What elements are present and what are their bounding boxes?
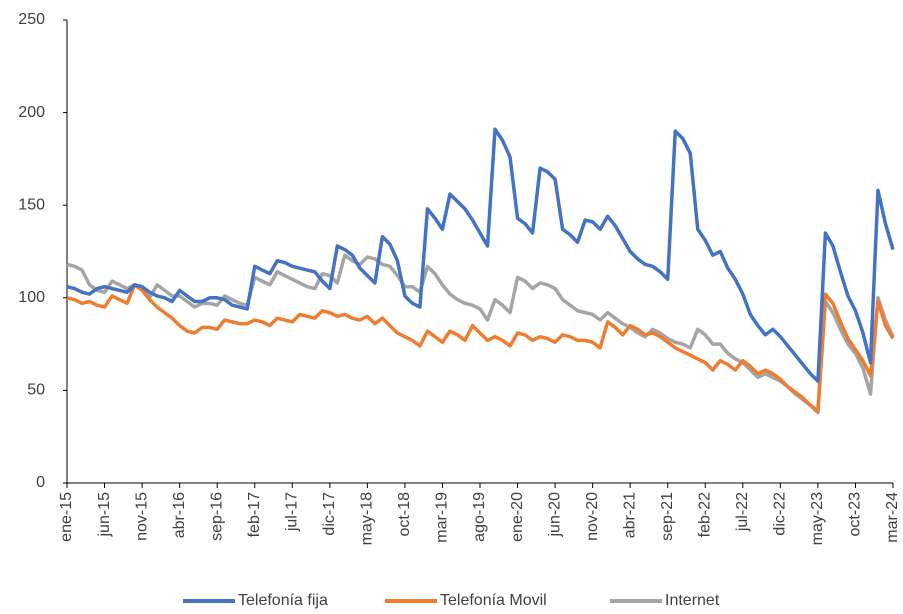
x-tick-label: abr-21 <box>621 492 638 538</box>
x-tick-label: jul-22 <box>734 492 751 532</box>
x-tick-label: mar-24 <box>884 492 901 543</box>
x-tick-label: mar-19 <box>434 492 451 543</box>
y-tick-label: 250 <box>18 11 45 28</box>
y-tick-label: 150 <box>18 196 45 213</box>
x-tick-label: ene-20 <box>509 492 526 542</box>
x-tick-label: may-23 <box>809 492 826 545</box>
x-tick-label: dic-22 <box>772 492 789 536</box>
legend-label: Telefonía Movil <box>440 592 547 609</box>
x-tick-label: oct-23 <box>847 492 864 537</box>
y-tick-label: 0 <box>36 474 45 491</box>
series-line <box>66 283 895 413</box>
series-line <box>66 127 895 383</box>
x-tick-label: jun-15 <box>96 492 113 538</box>
x-tick-label: abr-16 <box>171 492 188 538</box>
x-tick-label: nov-15 <box>133 492 150 541</box>
legend-label: Internet <box>665 592 720 609</box>
x-tick-label: ene-15 <box>58 492 75 542</box>
y-tick-label: 50 <box>27 382 45 399</box>
x-tick-label: feb-17 <box>246 492 263 537</box>
x-tick-label: nov-20 <box>584 492 601 541</box>
x-tick-label: may-18 <box>359 492 376 545</box>
x-tick-label: jun-20 <box>546 492 563 538</box>
x-tick-label: sep-21 <box>659 492 676 541</box>
x-tick-label: oct-18 <box>396 492 413 537</box>
x-tick-label: jul-17 <box>283 492 300 532</box>
y-tick-label: 100 <box>18 289 45 306</box>
y-tick-label: 200 <box>18 104 45 121</box>
series-line <box>66 253 895 415</box>
x-tick-label: sep-16 <box>208 492 225 541</box>
x-tick-label: dic-17 <box>321 492 338 536</box>
x-tick-label: feb-22 <box>696 492 713 537</box>
legend-label: Telefonía fija <box>238 592 328 609</box>
x-tick-label: ago-19 <box>471 492 488 542</box>
